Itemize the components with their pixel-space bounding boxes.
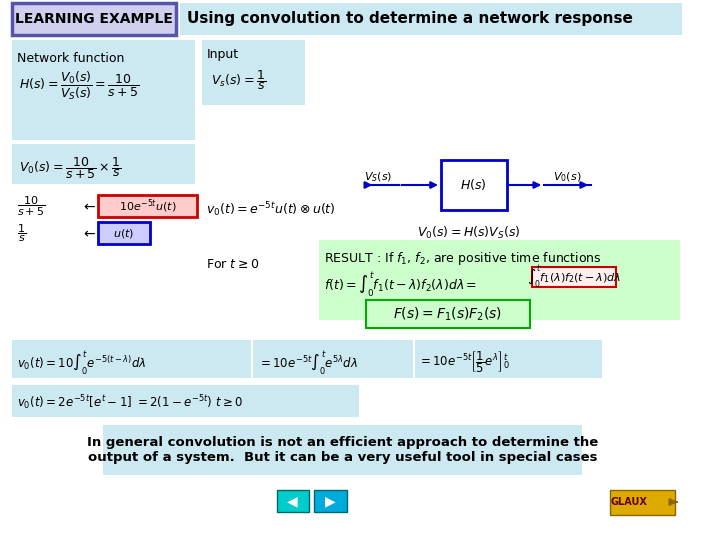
Bar [99,195,197,217]
Bar [103,425,582,475]
Text: ◀: ◀ [287,494,298,508]
Text: $f(t)=\int_0^t f_1(t-\lambda)f_2(\lambda)d\lambda=$: $f(t)=\int_0^t f_1(t-\lambda)f_2(\lambda… [323,270,477,299]
Text: GLAUX: GLAUX [610,497,647,507]
Text: $=10e^{-5t}\left[\dfrac{1}{5}e^{\lambda}\right]_0^t$: $=10e^{-5t}\left[\dfrac{1}{5}e^{\lambda}… [418,349,510,375]
Bar [415,340,603,378]
Bar [12,144,195,184]
Text: Network function: Network function [17,52,124,65]
Text: RESULT : If $f_1$, $f_2$, are positive time functions: RESULT : If $f_1$, $f_2$, are positive t… [323,250,601,267]
Text: Input: Input [206,48,238,61]
Bar [202,40,305,105]
Text: Using convolution to determine a network response: Using convolution to determine a network… [187,11,634,26]
Text: $v_0(t)=10\int_0^t e^{-5(t-\lambda)}d\lambda$: $v_0(t)=10\int_0^t e^{-5(t-\lambda)}d\la… [17,349,146,377]
Text: $V_0(s)=\dfrac{10}{s+5}\times\dfrac{1}{s}$: $V_0(s)=\dfrac{10}{s+5}\times\dfrac{1}{s… [19,155,121,181]
Bar [276,490,310,512]
Bar [99,222,150,244]
Bar [532,267,616,287]
Text: ▶: ▶ [325,494,336,508]
Text: $10e^{-5t}u(t)$: $10e^{-5t}u(t)$ [120,197,177,215]
Bar [12,3,176,35]
Text: $v_0(t)=2e^{-5t}\left[e^t-1\right]$$\ =2\left(1-e^{-5t}\right)\ t\geq 0$: $v_0(t)=2e^{-5t}\left[e^t-1\right]$$\ =2… [17,393,243,411]
Text: $u(t)$: $u(t)$ [113,226,134,240]
Bar [180,3,682,35]
Bar [253,340,413,378]
Text: $H(s)=\dfrac{V_0(s)}{V_S(s)}=\dfrac{10}{s+5}$: $H(s)=\dfrac{V_0(s)}{V_S(s)}=\dfrac{10}{… [19,70,139,102]
Bar [12,40,195,140]
Bar [610,490,675,515]
Text: $\leftarrow$: $\leftarrow$ [81,226,96,240]
Bar [366,300,530,328]
Text: $V_0(s)$: $V_0(s)$ [554,170,582,184]
Text: $V_0(s)=H(s)V_S(s)$: $V_0(s)=H(s)V_S(s)$ [418,225,521,241]
Text: $\dfrac{1}{s}$: $\dfrac{1}{s}$ [17,222,26,244]
Bar [319,240,680,320]
Text: $\leftarrow$: $\leftarrow$ [81,199,96,213]
Text: For $t\geq 0$: For $t\geq 0$ [206,258,260,271]
Bar [12,340,251,378]
Text: LEARNING EXAMPLE: LEARNING EXAMPLE [14,12,173,26]
Text: $=10e^{-5t}\int_0^t e^{5\lambda}d\lambda$: $=10e^{-5t}\int_0^t e^{5\lambda}d\lambda… [258,349,358,377]
Text: $F(s)=F_1(s)F_2(s)$: $F(s)=F_1(s)F_2(s)$ [393,305,502,323]
Text: $V_s(s)=\dfrac{1}{s}$: $V_s(s)=\dfrac{1}{s}$ [211,68,266,92]
Text: $\dfrac{10}{s+5}$: $\dfrac{10}{s+5}$ [17,194,45,218]
Text: $v_0(t)=e^{-5t}u(t)\otimes u(t)$: $v_0(t)=e^{-5t}u(t)\otimes u(t)$ [206,201,336,219]
Bar [441,160,507,210]
Text: $H(s)$: $H(s)$ [460,178,487,192]
Text: In general convolution is not an efficient approach to determine the
output of a: In general convolution is not an efficie… [86,436,598,464]
Text: $V_S(s)$: $V_S(s)$ [364,170,392,184]
Text: $\int_0^t f_1(\lambda)f_2(t-\lambda)d\lambda$: $\int_0^t f_1(\lambda)f_2(t-\lambda)d\la… [527,264,621,291]
Bar [12,385,359,417]
Bar [314,490,347,512]
